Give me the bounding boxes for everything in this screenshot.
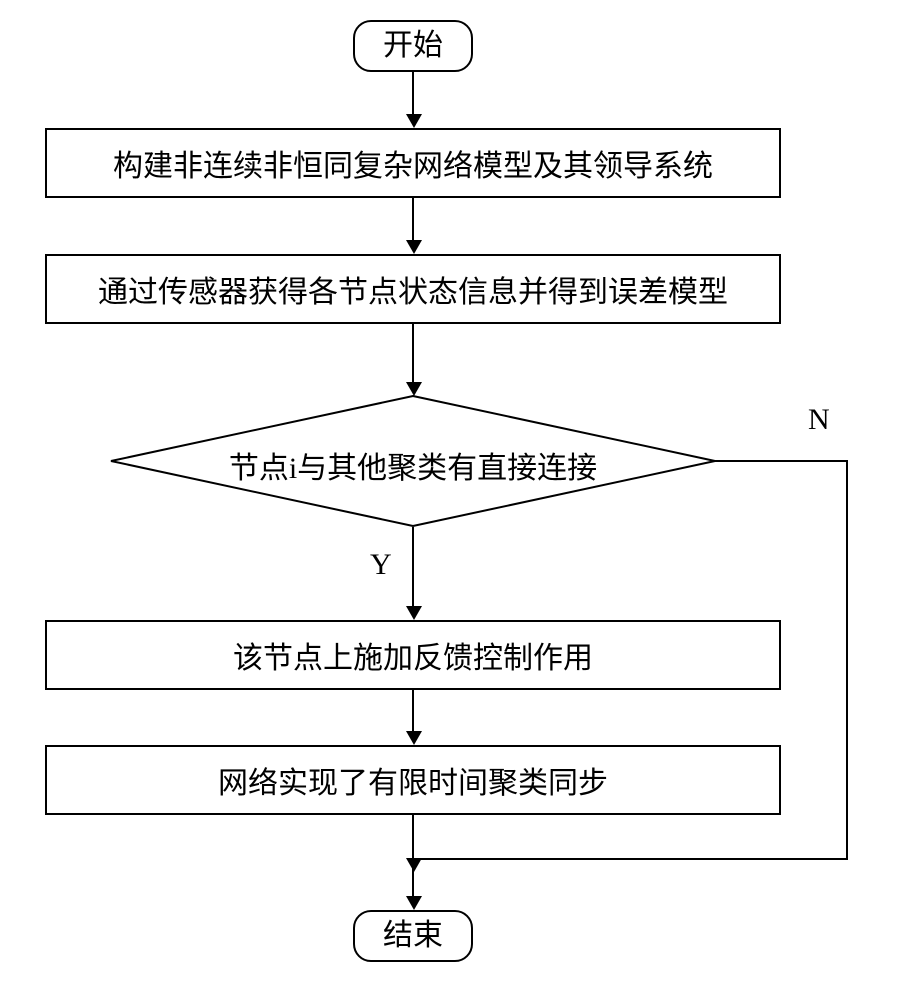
arrow [412, 324, 414, 384]
flowchart-canvas: 开始 构建非连续非恒同复杂网络模型及其领导系统 通过传感器获得各节点状态信息并得… [0, 0, 902, 1000]
arrowhead [406, 896, 422, 910]
step4-process: 网络实现了有限时间聚类同步 [45, 745, 781, 815]
step1-process: 构建非连续非恒同复杂网络模型及其领导系统 [45, 128, 781, 198]
arrow [412, 815, 414, 898]
yes-label: Y [370, 548, 392, 582]
n-branch-h1 [714, 460, 848, 462]
step3-label: 该节点上施加反馈控制作用 [233, 633, 593, 677]
arrow [412, 527, 414, 608]
diamond-shape [110, 395, 716, 527]
step2-process: 通过传感器获得各节点状态信息并得到误差模型 [45, 254, 781, 324]
step4-label: 网络实现了有限时间聚类同步 [218, 758, 608, 802]
step1-label: 构建非连续非恒同复杂网络模型及其领导系统 [113, 141, 713, 185]
arrowhead [406, 382, 422, 396]
start-label: 开始 [383, 29, 443, 62]
arrow [412, 72, 414, 116]
n-branch-arrowhead [406, 858, 422, 872]
arrowhead [406, 731, 422, 745]
end-terminator: 结束 [353, 910, 473, 962]
n-branch-v [846, 460, 848, 860]
step3-process: 该节点上施加反馈控制作用 [45, 620, 781, 690]
arrowhead [406, 240, 422, 254]
decision-node: 节点i与其他聚类有直接连接 [110, 395, 716, 527]
step2-label: 通过传感器获得各节点状态信息并得到误差模型 [98, 267, 728, 311]
arrow [412, 198, 414, 242]
end-label: 结束 [383, 919, 443, 952]
n-branch-h2 [414, 858, 848, 860]
start-terminator: 开始 [353, 20, 473, 72]
arrowhead [406, 606, 422, 620]
arrowhead [406, 114, 422, 128]
arrow [412, 690, 414, 733]
no-label: N [808, 403, 830, 437]
